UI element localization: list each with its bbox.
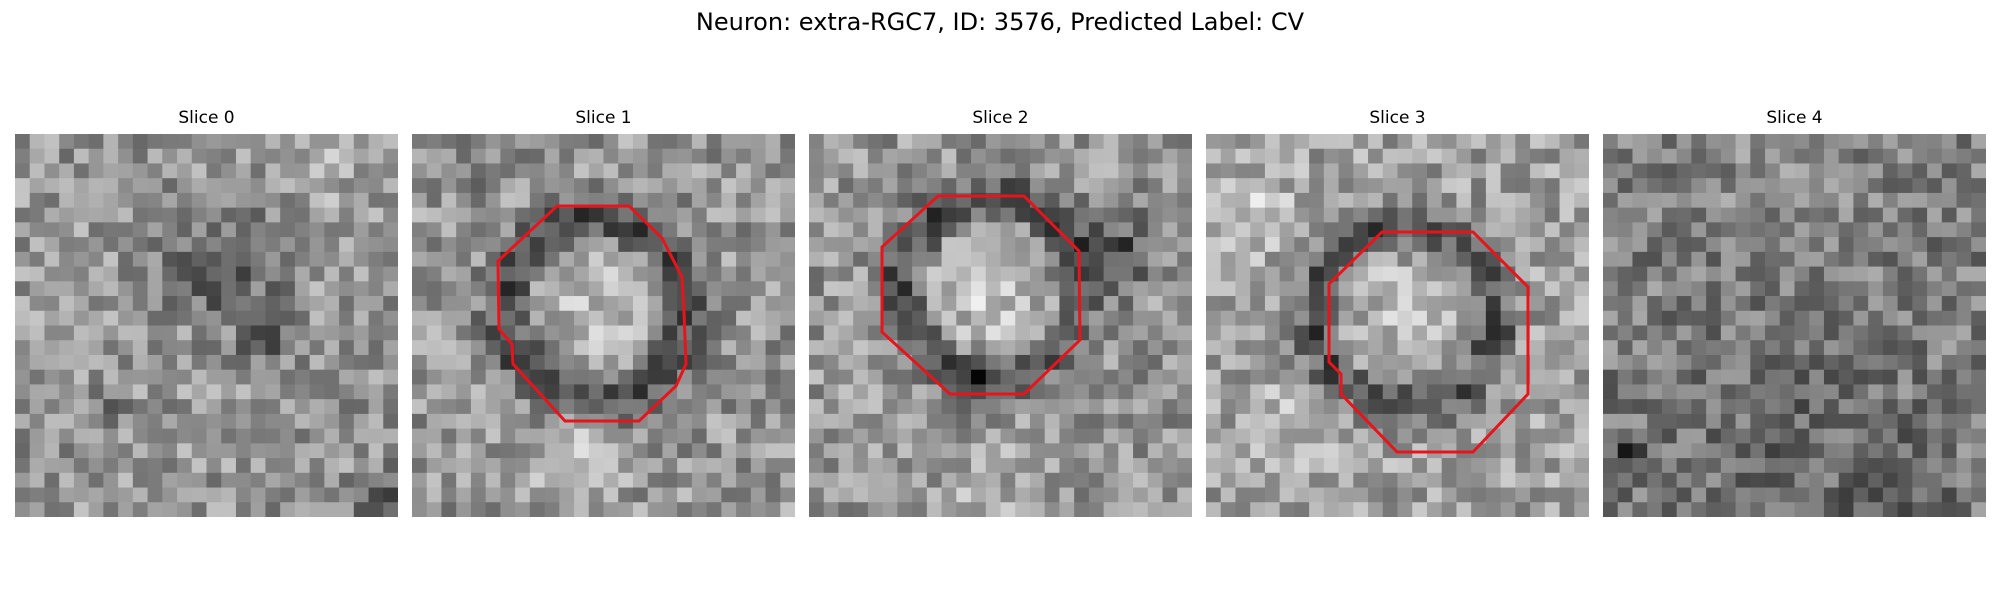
figure-title: Neuron: extra-RGC7, ID: 3576, Predicted … xyxy=(695,8,1305,36)
slice-image-1 xyxy=(412,134,795,517)
slice-image-2 xyxy=(809,134,1192,517)
slice-panel-4: Slice 4 xyxy=(1603,106,1986,517)
slice-image-3 xyxy=(1206,134,1589,517)
slice-title-3: Slice 3 xyxy=(1369,108,1426,128)
slice-image-4 xyxy=(1603,134,1986,517)
grayscale-pixels xyxy=(15,134,398,517)
grayscale-pixels xyxy=(809,134,1192,517)
slice-title-0: Slice 0 xyxy=(178,108,235,128)
slice-panel-0: Slice 0 xyxy=(15,106,398,517)
slice-panel-3: Slice 3 xyxy=(1206,106,1589,517)
slice-title-2: Slice 2 xyxy=(972,108,1029,128)
slice-panel-2: Slice 2 xyxy=(809,106,1192,517)
slice-panel-1: Slice 1 xyxy=(412,106,795,517)
grayscale-pixels xyxy=(1206,134,1589,517)
cell-outline xyxy=(1327,230,1530,454)
slice-image-0 xyxy=(15,134,398,517)
cell-outline xyxy=(880,194,1082,396)
grayscale-pixels xyxy=(412,134,795,517)
slice-title-4: Slice 4 xyxy=(1766,108,1823,128)
cell-outline xyxy=(496,204,688,423)
grayscale-pixels xyxy=(1603,134,1986,517)
slice-title-1: Slice 1 xyxy=(575,108,632,128)
